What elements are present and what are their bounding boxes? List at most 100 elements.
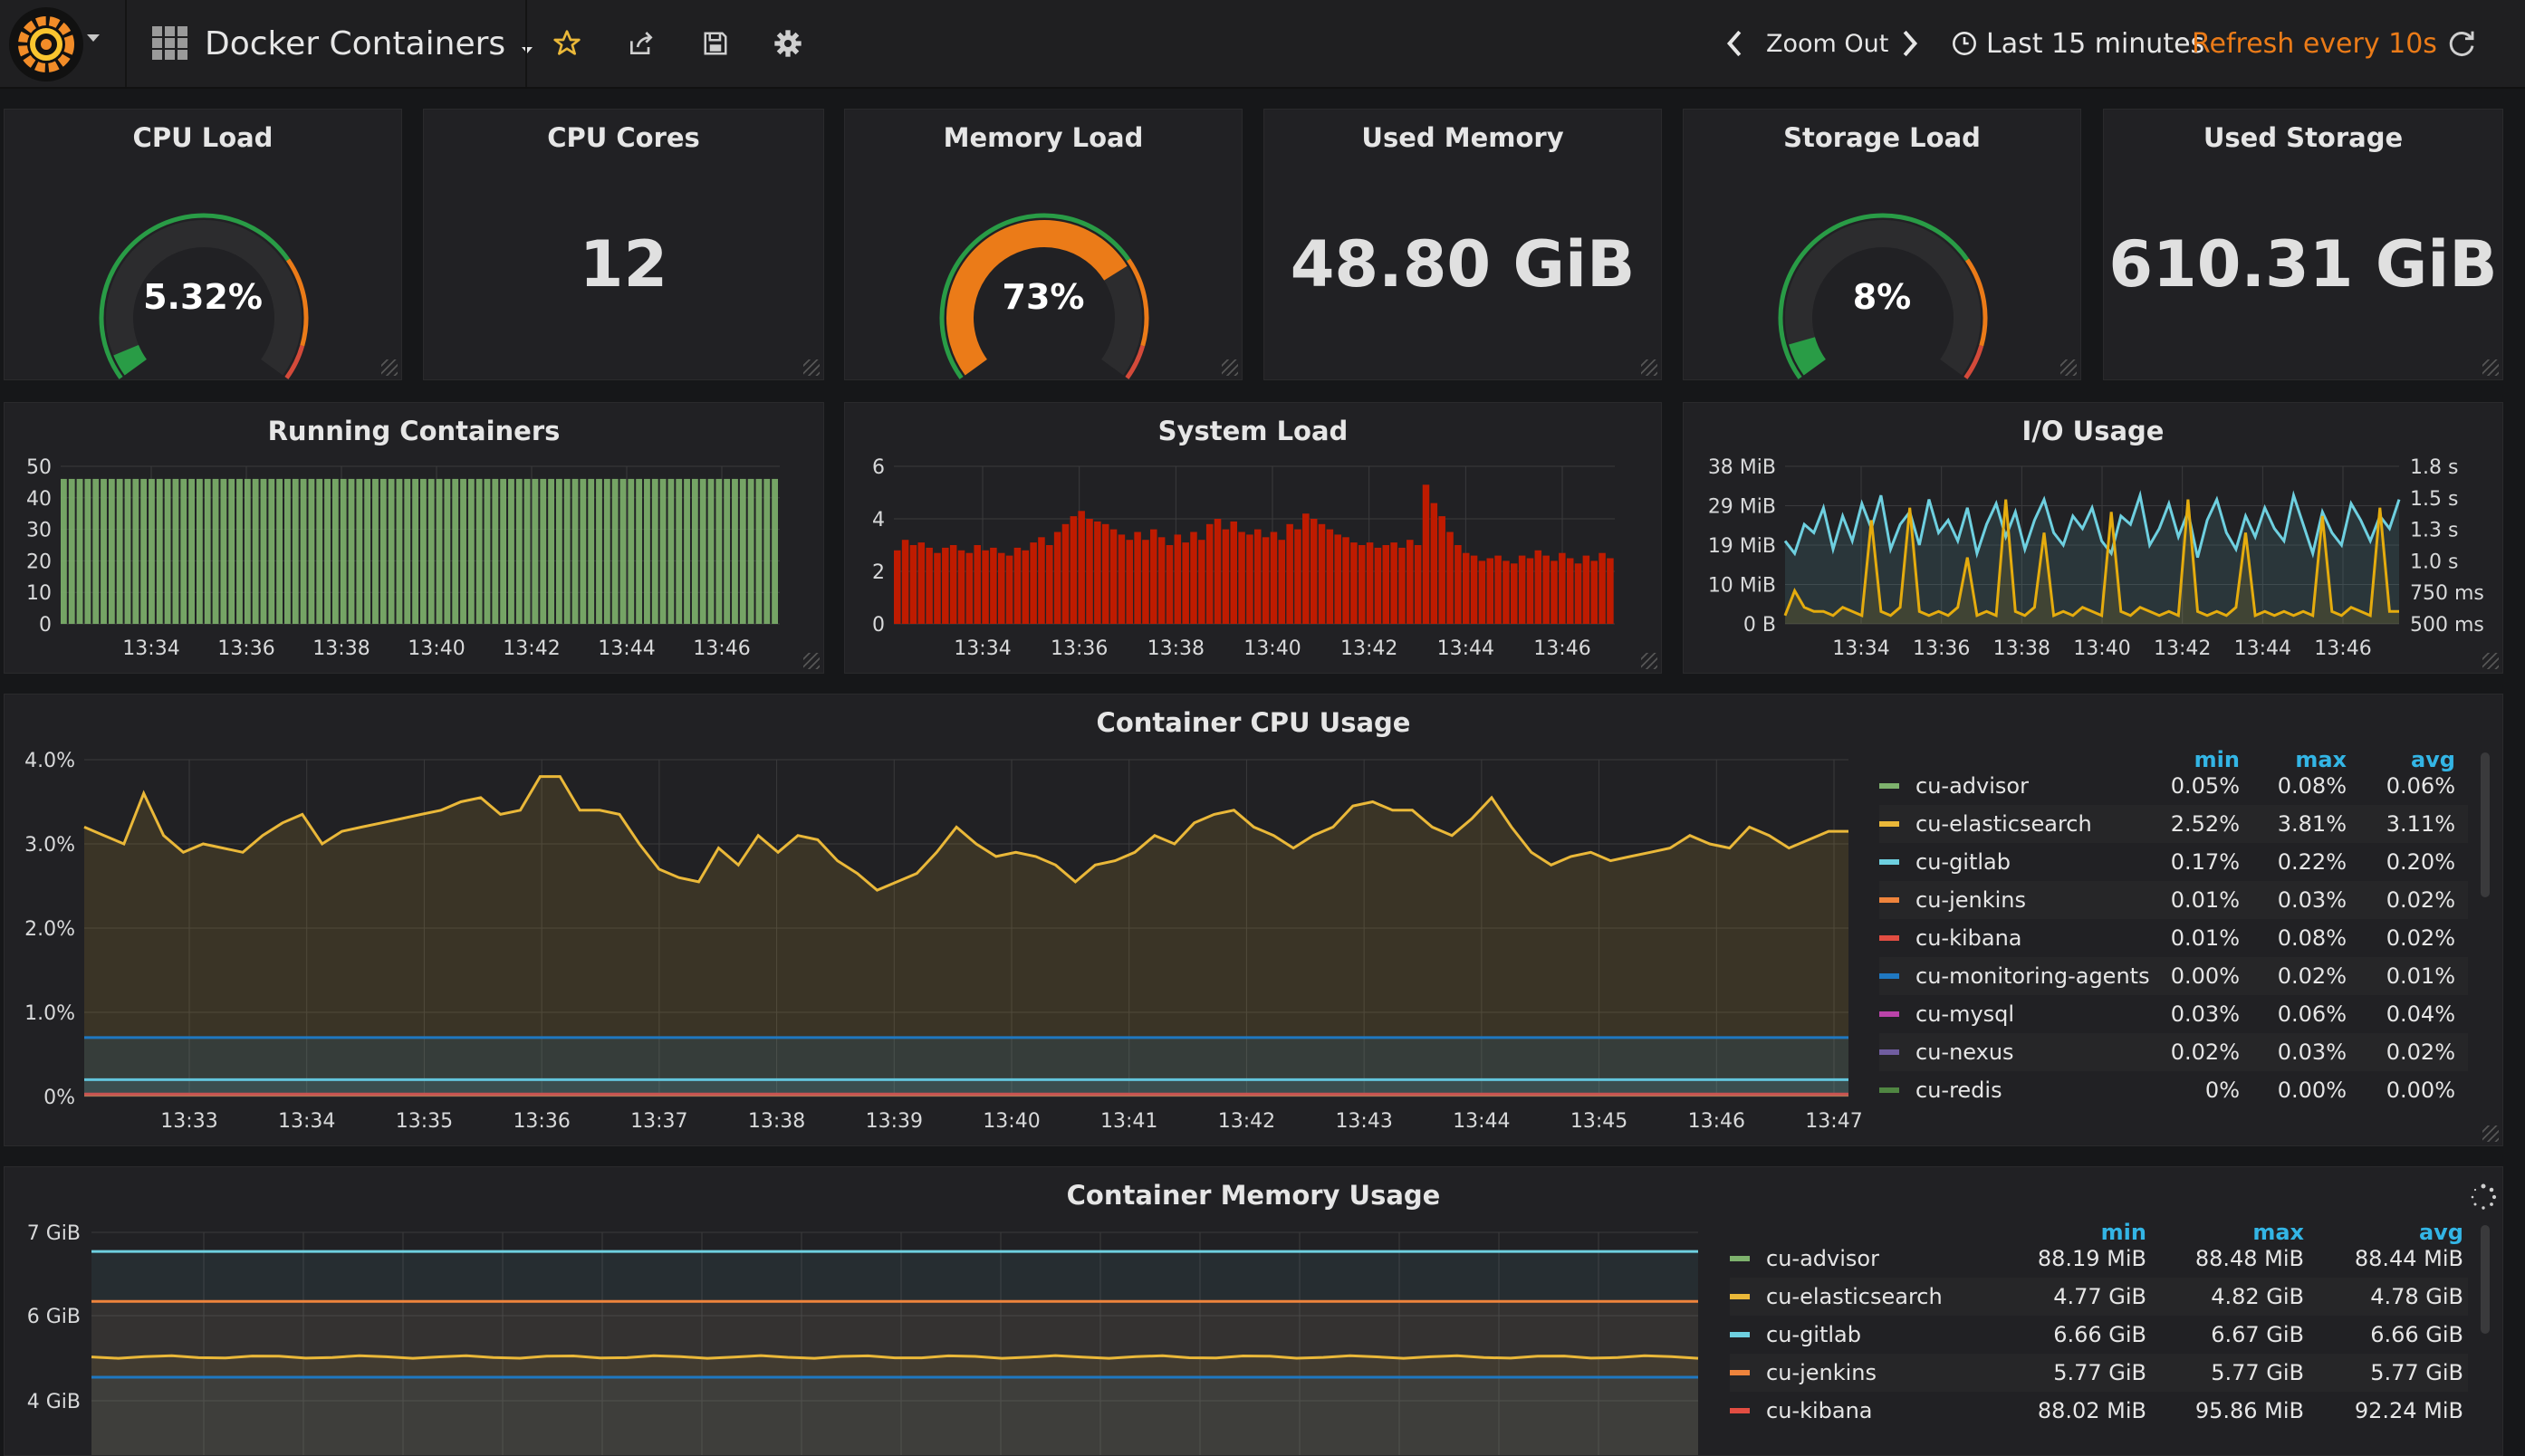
panel-resize-handle[interactable] [2060, 359, 2077, 376]
legend-item[interactable]: cu-elasticsearch 4.77 GiB 4.82 GiB 4.78 GiB [1730, 1278, 2468, 1316]
bar [364, 478, 371, 624]
legend-color-swatch[interactable] [1730, 1294, 1750, 1299]
panel-resize-handle[interactable] [1222, 359, 1238, 376]
container-cpu-usage-panel[interactable]: Container CPU Usage 0% 1.0% 2.0% 3.0% 4.0% 13… [4, 694, 2503, 1146]
legend-color-swatch[interactable] [1730, 1256, 1750, 1261]
legend-color-swatch[interactable] [1879, 1049, 1899, 1055]
legend-color-swatch[interactable] [1879, 897, 1899, 903]
legend-color-swatch[interactable] [1879, 973, 1899, 979]
legend-scrollbar[interactable] [2481, 752, 2490, 897]
gauge-value-arc [946, 220, 1128, 376]
legend-series-name[interactable]: cu-nexus [1915, 1039, 2014, 1065]
y-tick-label: 2 [872, 561, 885, 584]
legend-series-name[interactable]: cu-advisor [1915, 773, 2029, 799]
legend-color-swatch[interactable] [1879, 1087, 1899, 1093]
gauge-track [106, 220, 302, 376]
legend-item[interactable]: cu-elasticsearch 2.52% 3.81% 3.11% [1879, 805, 2468, 843]
legend-item[interactable]: cu-gitlab 6.66 GiB 6.67 GiB 6.66 GiB [1730, 1316, 2468, 1354]
legend-series-name[interactable]: cu-elasticsearch [1915, 811, 2092, 837]
panel-resize-handle[interactable] [381, 359, 398, 376]
bar [699, 478, 706, 624]
legend-item[interactable]: cu-kibana 0.01% 0.08% 0.02% [1879, 919, 2468, 957]
bar [427, 478, 435, 624]
legend-series-name[interactable]: cu-gitlab [1915, 849, 2011, 875]
zoom-out-button[interactable]: Zoom Out [1766, 0, 1888, 87]
bar [909, 545, 917, 624]
legend-item[interactable]: cu-nexus 0.02% 0.03% 0.02% [1879, 1033, 2468, 1071]
bar [1494, 555, 1502, 624]
panel-resize-handle[interactable] [1641, 359, 1657, 376]
panel-resize-handle[interactable] [803, 653, 820, 669]
legend-item[interactable]: cu-redis 0% 0.00% 0.00% [1879, 1071, 2468, 1109]
legend-scrollbar[interactable] [2481, 1225, 2490, 1334]
legend-item[interactable]: cu-monitoring-agents 0.00% 0.02% 0.01% [1879, 957, 2468, 995]
used-storage-panel[interactable]: Used Storage 610.31 GiB [2103, 109, 2503, 380]
running-containers-panel[interactable]: Running Containers 0 10 20 30 40 50 13:34 13:36… [4, 402, 824, 674]
used-memory-panel[interactable]: Used Memory 48.80 GiB [1263, 109, 1662, 380]
time-forward-button[interactable] [1887, 22, 1931, 65]
refresh-interval[interactable]: Refresh every 10s [2192, 0, 2437, 87]
dashboard-picker[interactable]: Docker Containers [152, 0, 533, 87]
legend-series-name[interactable]: cu-jenkins [1766, 1360, 1877, 1385]
bar [1559, 552, 1566, 624]
legend-series-name[interactable]: cu-redis [1915, 1078, 2002, 1103]
legend-item[interactable]: cu-advisor 0.05% 0.08% 0.06% [1879, 767, 2468, 805]
legend-series-name[interactable]: cu-kibana [1766, 1398, 1873, 1423]
legend-color-swatch[interactable] [1879, 859, 1899, 865]
legend-item[interactable]: cu-kibana 88.02 MiB 95.86 MiB 92.24 MiB [1730, 1392, 2468, 1430]
memory-load-panel[interactable]: Memory Load 73% [844, 109, 1243, 380]
bar [156, 478, 163, 624]
legend-item[interactable]: cu-mysql 0.03% 0.06% 0.04% [1879, 995, 2468, 1033]
logo-menu-caret-icon[interactable] [87, 34, 100, 42]
bar [772, 478, 778, 624]
legend-series-name[interactable]: cu-gitlab [1766, 1322, 1861, 1347]
legend-series-name[interactable]: cu-monitoring-agents [1915, 963, 2150, 989]
legend-series-name[interactable]: cu-kibana [1915, 925, 2022, 951]
cpu-load-panel[interactable]: CPU Load 5.32% [4, 109, 402, 380]
panel-title: Used Memory [1361, 122, 1564, 153]
settings-button[interactable] [766, 22, 810, 65]
grafana-logo-icon[interactable] [9, 7, 83, 81]
star-button[interactable] [545, 22, 589, 65]
storage-load-panel[interactable]: Storage Load 8% [1683, 109, 2081, 380]
legend-color-swatch[interactable] [1879, 821, 1899, 827]
time-back-button[interactable] [1714, 22, 1757, 65]
legend-color-swatch[interactable] [1730, 1332, 1750, 1337]
bar [1438, 516, 1445, 624]
panel-resize-handle[interactable] [2482, 1126, 2499, 1142]
legend-min-value: 0.02% [2170, 1039, 2240, 1065]
bar [68, 478, 75, 624]
system-load-panel[interactable]: System Load 0 2 4 6 13:34 13:36 13:38 13:40 13:4… [844, 402, 1662, 674]
panel-resize-handle[interactable] [2482, 359, 2499, 376]
cpu-cores-panel[interactable]: CPU Cores 12 [423, 109, 824, 380]
bar [1511, 563, 1518, 624]
legend-color-swatch[interactable] [1730, 1408, 1750, 1413]
share-button[interactable] [619, 22, 663, 65]
panel-resize-handle[interactable] [1641, 653, 1657, 669]
io-usage-panel[interactable]: I/O Usage 0 B 10 MiB 19 MiB 29 MiB 38 MiB 500… [1683, 402, 2503, 674]
legend-item[interactable]: cu-jenkins 5.77 GiB 5.77 GiB 5.77 GiB [1730, 1354, 2468, 1392]
panel-title: I/O Usage [2021, 416, 2165, 446]
panel-resize-handle[interactable] [2482, 653, 2499, 669]
x-tick-label: 13:36 [1913, 637, 1970, 660]
container-memory-usage-panel[interactable]: Container Memory Usage 7 GiB 6 GiB 4 GiB m… [4, 1166, 2503, 1456]
legend-series-name[interactable]: cu-mysql [1915, 1001, 2015, 1027]
bar [1534, 550, 1542, 624]
legend-series-name[interactable]: cu-jenkins [1915, 887, 2026, 913]
legend-color-swatch[interactable] [1879, 1011, 1899, 1017]
legend-series-name[interactable]: cu-advisor [1766, 1246, 1879, 1271]
bar [1590, 560, 1598, 624]
legend-color-swatch[interactable] [1879, 935, 1899, 941]
refresh-button[interactable] [2440, 22, 2483, 65]
save-button[interactable] [694, 22, 737, 65]
legend-item[interactable]: cu-gitlab 0.17% 0.22% 0.20% [1879, 843, 2468, 881]
legend-item[interactable]: cu-advisor 88.19 MiB 88.48 MiB 88.44 MiB [1730, 1240, 2468, 1278]
bar [1503, 560, 1510, 624]
legend-color-swatch[interactable] [1730, 1370, 1750, 1375]
legend-series-name[interactable]: cu-elasticsearch [1766, 1284, 1943, 1309]
x-tick-label: 13:47 [1805, 1110, 1862, 1133]
time-range-picker[interactable]: Last 15 minutes [1952, 0, 2204, 87]
legend-item[interactable]: cu-jenkins 0.01% 0.03% 0.02% [1879, 881, 2468, 919]
panel-resize-handle[interactable] [803, 359, 820, 376]
legend-color-swatch[interactable] [1879, 783, 1899, 789]
